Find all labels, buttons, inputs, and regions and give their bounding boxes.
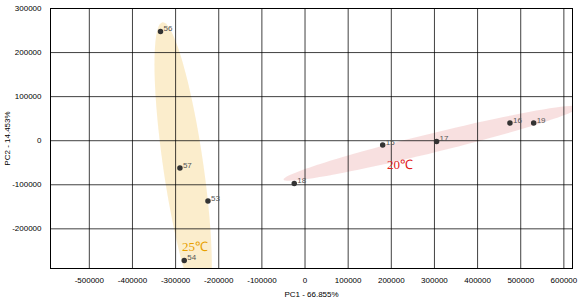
svg-text:56: 56 <box>164 24 173 33</box>
svg-text:17: 17 <box>440 134 449 143</box>
svg-text:-300000: -300000 <box>161 276 191 285</box>
svg-text:-400000: -400000 <box>118 276 148 285</box>
svg-text:200000: 200000 <box>378 276 405 285</box>
svg-text:16: 16 <box>513 116 522 125</box>
svg-text:54: 54 <box>187 253 196 262</box>
svg-text:200000: 200000 <box>15 48 42 57</box>
svg-text:100000: 100000 <box>15 92 42 101</box>
svg-text:18: 18 <box>297 176 306 185</box>
svg-text:-100000: -100000 <box>12 180 42 189</box>
svg-text:25℃: 25℃ <box>182 239 208 254</box>
svg-text:57: 57 <box>183 161 192 170</box>
svg-text:PC2 - 14.453%: PC2 - 14.453% <box>3 111 12 165</box>
svg-text:PC1 - 66.855%: PC1 - 66.855% <box>284 290 338 299</box>
svg-text:0: 0 <box>37 136 42 145</box>
svg-text:-200000: -200000 <box>204 276 234 285</box>
svg-text:300000: 300000 <box>421 276 448 285</box>
svg-text:600000: 600000 <box>551 276 578 285</box>
svg-text:53: 53 <box>211 194 220 203</box>
svg-text:19: 19 <box>537 116 546 125</box>
svg-text:300000: 300000 <box>15 4 42 13</box>
svg-text:500000: 500000 <box>507 276 534 285</box>
svg-text:0: 0 <box>303 276 308 285</box>
svg-text:-500000: -500000 <box>75 276 105 285</box>
svg-text:-200000: -200000 <box>12 224 42 233</box>
svg-text:-100000: -100000 <box>247 276 277 285</box>
svg-text:15: 15 <box>386 138 395 147</box>
svg-text:20℃: 20℃ <box>387 157 413 172</box>
svg-text:400000: 400000 <box>464 276 491 285</box>
svg-text:100000: 100000 <box>335 276 362 285</box>
